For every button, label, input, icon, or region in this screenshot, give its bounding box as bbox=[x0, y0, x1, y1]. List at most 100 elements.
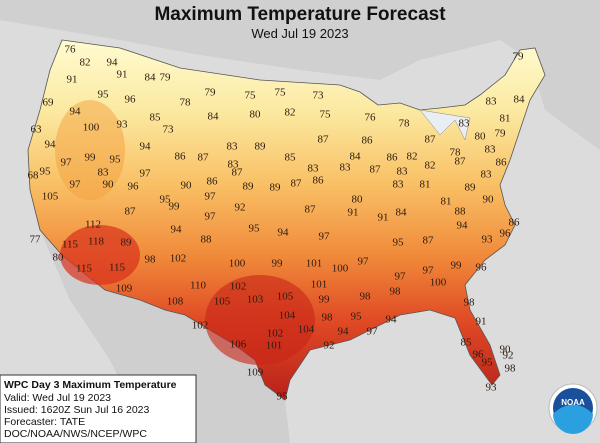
temperature-label: 63 bbox=[31, 124, 43, 136]
info-valid: Valid: Wed Jul 19 2023 bbox=[4, 392, 111, 404]
temperature-label: 96 bbox=[128, 181, 140, 193]
temperature-label: 79 bbox=[160, 72, 172, 84]
temperature-label: 98 bbox=[360, 291, 372, 303]
temperature-label: 87 bbox=[198, 152, 210, 164]
great-lakes bbox=[419, 109, 471, 141]
temperature-label: 97 bbox=[140, 168, 152, 180]
temperature-label: 103 bbox=[247, 294, 264, 306]
temperature-label: 102 bbox=[192, 320, 209, 332]
temperature-label: 93 bbox=[117, 119, 129, 131]
temperature-label: 83 bbox=[227, 141, 239, 153]
temperature-label: 83 bbox=[459, 118, 471, 130]
temperature-label: 98 bbox=[464, 297, 476, 309]
temperature-label: 118 bbox=[88, 236, 105, 248]
temperature-label: 94 bbox=[107, 57, 119, 69]
temperature-label: 95 bbox=[249, 223, 261, 235]
temperature-label: 97 bbox=[205, 211, 217, 223]
temperature-label: 80 bbox=[53, 252, 65, 264]
temperature-label: 115 bbox=[76, 263, 93, 275]
temperature-label: 87 bbox=[125, 206, 137, 218]
temperature-label: 73 bbox=[163, 124, 175, 136]
temperature-label: 87 bbox=[305, 204, 317, 216]
temperature-label: 86 bbox=[362, 135, 374, 147]
temperature-label: 94 bbox=[278, 227, 290, 239]
temperature-label: 94 bbox=[171, 224, 183, 236]
temperature-label: 95 bbox=[393, 237, 405, 249]
temperature-label: 80 bbox=[352, 194, 364, 206]
temperature-label: 84 bbox=[350, 151, 362, 163]
temperature-label: 92 bbox=[503, 350, 514, 362]
temperature-label: 86 bbox=[313, 175, 325, 187]
temperature-label: 102 bbox=[267, 328, 284, 340]
temperature-label: 91 bbox=[378, 212, 389, 224]
temperature-label: 75 bbox=[245, 90, 257, 102]
temperature-label: 79 bbox=[495, 128, 507, 140]
temperature-label: 76 bbox=[65, 44, 77, 56]
temperature-label: 87 bbox=[425, 134, 437, 146]
temperature-label: 96 bbox=[476, 262, 488, 274]
temperature-label: 82 bbox=[285, 107, 296, 119]
temperature-label: 87 bbox=[455, 156, 467, 168]
temperature-label: 94 bbox=[386, 314, 398, 326]
temperature-label: 95 bbox=[160, 194, 172, 206]
temperature-label: 75 bbox=[320, 109, 332, 121]
info-issued: Issued: 1620Z Sun Jul 16 2023 bbox=[4, 404, 150, 416]
temperature-label: 83 bbox=[485, 144, 497, 156]
temperature-label: 83 bbox=[228, 159, 240, 171]
temperature-label: 99 bbox=[169, 201, 181, 213]
temperature-label: 110 bbox=[190, 280, 207, 292]
temperature-label: 93 bbox=[482, 234, 494, 246]
temperature-label: 102 bbox=[170, 253, 187, 265]
temperature-label: 115 bbox=[109, 262, 126, 274]
temperature-label: 86 bbox=[387, 152, 399, 164]
texas-heat bbox=[205, 275, 315, 365]
temperature-label: 90 bbox=[181, 180, 193, 192]
temperature-label: 94 bbox=[140, 141, 152, 153]
united-states bbox=[27, 39, 546, 401]
temperature-label: 98 bbox=[505, 363, 517, 375]
temperature-label: 78 bbox=[180, 97, 192, 109]
temperature-label: 89 bbox=[465, 182, 477, 194]
temperature-label: 101 bbox=[306, 258, 323, 270]
temperature-label: 90 bbox=[103, 179, 115, 191]
temperature-label: 100 bbox=[430, 277, 447, 289]
temperature-label: 95 bbox=[277, 391, 289, 403]
mexico bbox=[40, 230, 290, 443]
temperature-label: 97 bbox=[367, 326, 379, 338]
temperature-label: 102 bbox=[230, 281, 247, 293]
temperature-label: 81 bbox=[500, 113, 511, 125]
temperature-label: 82 bbox=[407, 151, 418, 163]
temperature-label: 87 bbox=[423, 235, 435, 247]
temperature-label: 97 bbox=[205, 191, 217, 203]
logo-wave bbox=[553, 404, 593, 434]
temperature-label: 100 bbox=[83, 122, 100, 134]
temperature-label: 87 bbox=[370, 164, 382, 176]
temperature-label: 85 bbox=[285, 152, 297, 164]
info-product: WPC Day 3 Maximum Temperature bbox=[4, 379, 177, 391]
temperature-label: 95 bbox=[110, 154, 122, 166]
temperature-label: 83 bbox=[486, 96, 498, 108]
temperature-label: 93 bbox=[486, 382, 498, 394]
temperature-label: 105 bbox=[214, 296, 231, 308]
temperature-label: 73 bbox=[313, 90, 325, 102]
info-box bbox=[0, 374, 197, 443]
temperature-label: 84 bbox=[208, 111, 220, 123]
temperature-label: 83 bbox=[98, 167, 110, 179]
temperature-label: 105 bbox=[42, 191, 59, 203]
temperature-label: 86 bbox=[175, 151, 187, 163]
temperature-label: 80 bbox=[250, 109, 262, 121]
canada bbox=[0, 0, 600, 150]
temperature-label: 96 bbox=[125, 94, 137, 106]
temperature-label: 97 bbox=[358, 256, 370, 268]
temperature-label: 95 bbox=[40, 166, 52, 178]
temperature-label: 90 bbox=[483, 194, 495, 206]
temperature-label: 91 bbox=[117, 69, 128, 81]
temperature-label: 94 bbox=[457, 220, 469, 232]
temperature-label: 86 bbox=[496, 157, 508, 169]
temperature-label: 91 bbox=[476, 316, 487, 328]
desert-heat bbox=[60, 225, 140, 285]
temperature-label: 89 bbox=[243, 181, 255, 193]
temperature-label: 82 bbox=[80, 57, 91, 69]
info-forecaster: Forecaster: TATE bbox=[4, 416, 85, 428]
temperature-label: 109 bbox=[116, 283, 133, 295]
